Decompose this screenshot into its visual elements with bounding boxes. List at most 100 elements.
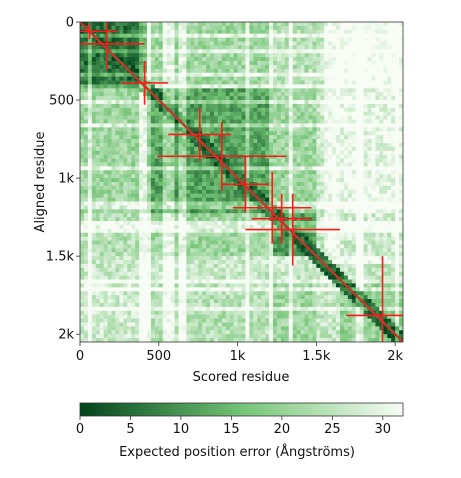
heatmap-cell <box>80 100 85 105</box>
heatmap-cell <box>131 100 136 105</box>
heatmap-cell <box>280 37 286 42</box>
heatmap-cell <box>206 256 211 261</box>
heatmap-cell <box>395 201 400 206</box>
heatmap-cell <box>320 228 325 234</box>
heatmap-cell <box>80 189 85 195</box>
heatmap-cell <box>261 256 266 261</box>
heatmap-cell <box>225 107 231 113</box>
heatmap-cell <box>324 228 329 234</box>
heatmap-cell <box>115 209 120 214</box>
heatmap-cell <box>312 96 317 101</box>
heatmap-cell <box>316 139 321 144</box>
heatmap-cell <box>127 107 132 113</box>
heatmap-cell <box>194 139 199 144</box>
heatmap-cell <box>265 178 270 183</box>
heatmap-cell <box>367 197 372 202</box>
heatmap-cell <box>304 139 309 144</box>
heatmap-cell <box>127 154 132 159</box>
heatmap-cell <box>237 170 242 175</box>
heatmap-cell <box>107 154 112 159</box>
heatmap-cell <box>343 22 349 27</box>
heatmap-cell <box>395 162 400 167</box>
heatmap-cell <box>375 29 380 35</box>
heatmap-cell <box>391 131 396 136</box>
heatmap-cell <box>355 256 361 261</box>
heatmap-cell <box>328 115 333 120</box>
heatmap-cell <box>391 244 396 249</box>
heatmap-cell <box>351 197 357 202</box>
heatmap-cell <box>237 193 242 199</box>
heatmap-cell <box>143 228 148 234</box>
heatmap-cell <box>312 193 317 199</box>
heatmap-cell <box>351 107 357 113</box>
heatmap-cell <box>166 45 171 50</box>
heatmap-cell <box>332 217 337 222</box>
heatmap-cell <box>355 213 361 218</box>
heatmap-cell <box>123 248 128 253</box>
heatmap-cell <box>288 84 294 89</box>
heatmap-cell <box>83 135 89 140</box>
heatmap-cell <box>269 193 274 199</box>
heatmap-cell <box>375 53 380 58</box>
heatmap-cell <box>123 61 128 66</box>
heatmap-cell <box>257 158 262 163</box>
heatmap-cell <box>198 100 203 105</box>
heatmap-cell <box>170 178 175 183</box>
heatmap-cell <box>316 150 321 156</box>
heatmap-cell <box>328 224 333 230</box>
heatmap-cell <box>355 252 361 257</box>
heatmap-cell <box>115 205 120 210</box>
heatmap-cell <box>221 150 227 156</box>
heatmap-cell <box>371 57 376 62</box>
heatmap-cell <box>237 236 242 241</box>
heatmap-cell <box>119 158 124 163</box>
heatmap-cell <box>257 228 262 234</box>
heatmap-cell <box>276 197 282 202</box>
heatmap-cell <box>91 88 97 93</box>
heatmap-cell <box>308 209 313 214</box>
heatmap-cell <box>347 53 353 58</box>
heatmap-cell <box>379 201 384 206</box>
heatmap-cell <box>257 29 262 35</box>
heatmap-cell <box>209 244 215 249</box>
heatmap-cell <box>241 84 246 89</box>
heatmap-cell <box>257 107 262 113</box>
heatmap-cell <box>249 162 254 167</box>
heatmap-cell <box>304 248 309 253</box>
heatmap-cell <box>304 88 309 93</box>
heatmap-cell <box>249 142 254 148</box>
heatmap-cell <box>355 139 361 144</box>
heatmap-cell <box>233 217 238 222</box>
heatmap-cell <box>253 252 258 257</box>
heatmap-cell <box>119 209 124 214</box>
heatmap-cell <box>158 150 164 156</box>
heatmap-cell <box>261 49 266 54</box>
heatmap-cell <box>280 131 286 136</box>
heatmap-cell <box>166 236 171 241</box>
heatmap-cell <box>387 84 392 89</box>
heatmap-cell <box>135 96 140 101</box>
heatmap-cell <box>265 84 270 89</box>
heatmap-cell <box>186 228 191 234</box>
heatmap-cell <box>308 244 313 249</box>
heatmap-cell <box>265 221 270 226</box>
heatmap-cell <box>217 76 223 81</box>
heatmap-cell <box>328 41 333 46</box>
heatmap-cell <box>363 166 368 171</box>
heatmap-cell <box>399 80 403 85</box>
heatmap-cell <box>387 232 392 238</box>
heatmap-cell <box>316 236 321 241</box>
heatmap-cell <box>328 29 333 35</box>
heatmap-cell <box>355 178 361 183</box>
heatmap-cell <box>233 209 238 214</box>
heatmap-cell <box>237 209 242 214</box>
heatmap-cell <box>91 68 97 74</box>
heatmap-cell <box>99 142 105 148</box>
heatmap-cell <box>265 53 270 58</box>
heatmap-cell <box>190 135 195 140</box>
heatmap-cell <box>194 221 199 226</box>
heatmap-cell <box>328 236 333 241</box>
heatmap-cell <box>324 236 329 241</box>
heatmap-cell <box>273 53 278 58</box>
heatmap-cell <box>280 96 286 101</box>
